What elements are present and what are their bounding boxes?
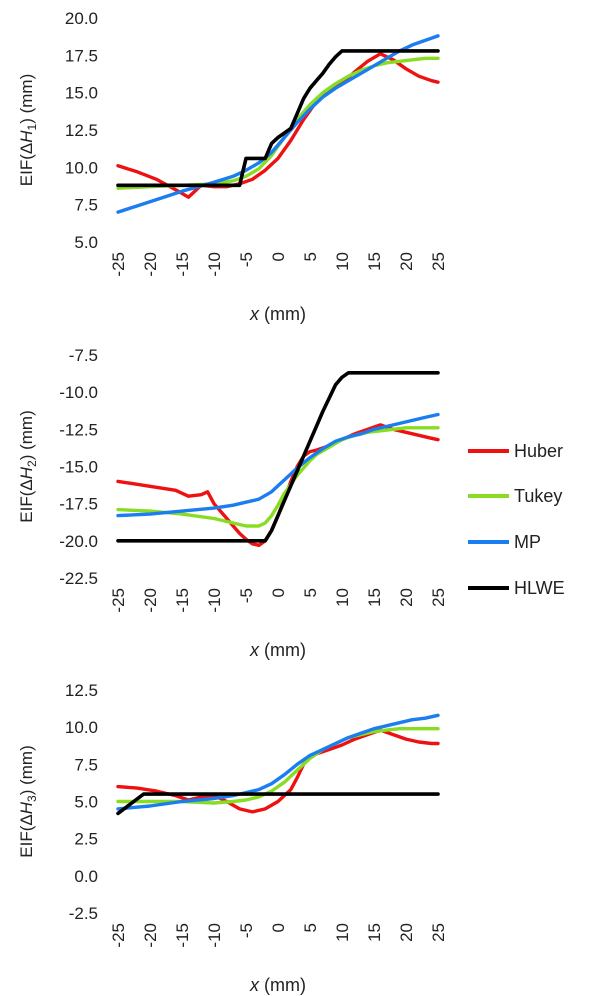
x-tick-label: 5 — [301, 252, 320, 261]
x-tick-label: 15 — [365, 923, 384, 942]
y-tick-label: 2.5 — [74, 830, 98, 849]
x-tick-label: -15 — [173, 252, 192, 277]
series-line-tukey — [116, 56, 440, 190]
y-tick-label: 20.0 — [65, 9, 98, 28]
legend-label-huber: Huber — [514, 441, 563, 461]
x-tick-label: 10 — [333, 923, 352, 942]
x-tick-label: 25 — [429, 588, 448, 607]
chart-2: -22.5 -20.0 -17.5 -15.0 -12.5 -10.0 -7.5 EIF(ΔH… — [17, 346, 448, 660]
legend-label-tukey: Tukey — [514, 486, 562, 506]
x-tick-label: 10 — [333, 588, 352, 607]
y-tick-label: -7.5 — [69, 346, 98, 365]
chart-3: -2.5 0.0 2.5 5.0 7.5 10.0 12.5 EIF(ΔH3) (mm) -25… — [17, 681, 448, 995]
x-tick-label: -20 — [141, 252, 160, 277]
x-axis-label: x (mm) — [249, 975, 306, 995]
x-tick-label: 10 — [333, 252, 352, 271]
series-line-hlwe — [116, 370, 440, 543]
series-line-mp — [116, 713, 440, 811]
x-axis-label: x (mm) — [249, 640, 306, 660]
series-line-huber — [116, 52, 440, 199]
y-tick-label: 5.0 — [74, 233, 98, 252]
x-tick-label: -5 — [237, 252, 256, 267]
x-tick-label: -10 — [205, 588, 224, 613]
x-tick-label: -10 — [205, 252, 224, 277]
y-tick-label: -10.0 — [59, 383, 98, 402]
legend-label-mp: MP — [514, 532, 541, 552]
y-tick-label: 7.5 — [74, 196, 98, 215]
y-tick-label: 12.5 — [65, 121, 98, 140]
legend-label-hlwe: HLWE — [514, 578, 565, 598]
y-tick-label: 10.0 — [65, 718, 98, 737]
x-tick-label: 15 — [365, 252, 384, 271]
y-tick-label: -15.0 — [59, 458, 98, 477]
legend: Huber Tukey MP HLWE — [468, 441, 565, 598]
y-tick-label: -2.5 — [69, 904, 98, 923]
y-tick-label: 10.0 — [65, 158, 98, 177]
y-tick-label: -12.5 — [59, 420, 98, 439]
y-tick-label: 15.0 — [65, 84, 98, 103]
y-tick-label: -20.0 — [59, 532, 98, 551]
x-tick-label: 20 — [397, 252, 416, 271]
y-axis-label: EIF(ΔH2) (mm) — [17, 410, 39, 522]
series-line-mp — [116, 34, 440, 214]
series-line-hlwe — [116, 49, 440, 188]
x-tick-label: -20 — [141, 588, 160, 613]
x-tick-label: -25 — [109, 588, 128, 613]
x-tick-label: -5 — [237, 923, 256, 938]
x-tick-label: 5 — [301, 923, 320, 932]
x-tick-label: 0 — [269, 588, 288, 597]
x-tick-label: 0 — [269, 923, 288, 932]
y-axis-label: EIF(ΔH1) (mm) — [17, 74, 39, 186]
y-tick-label: 7.5 — [74, 755, 98, 774]
y-tick-label: 17.5 — [65, 46, 98, 65]
y-tick-label: 5.0 — [74, 793, 98, 812]
y-tick-label: 12.5 — [65, 681, 98, 700]
y-tick-label: -22.5 — [59, 569, 98, 588]
series-line-hlwe — [116, 792, 440, 816]
x-tick-label: -10 — [205, 923, 224, 948]
x-tick-label: 0 — [269, 252, 288, 261]
x-tick-label: 15 — [365, 588, 384, 607]
x-tick-label: -15 — [173, 923, 192, 948]
x-tick-label: 20 — [397, 588, 416, 607]
x-tick-label: -25 — [109, 252, 128, 277]
y-axis-label: EIF(ΔH3) (mm) — [17, 745, 39, 857]
y-tick-label: 0.0 — [74, 867, 98, 886]
x-tick-label: 5 — [301, 588, 320, 597]
x-tick-label: -5 — [237, 588, 256, 603]
x-tick-label: 20 — [397, 923, 416, 942]
y-tick-label: -17.5 — [59, 495, 98, 514]
series-line-huber — [116, 728, 440, 814]
x-tick-label: 25 — [429, 252, 448, 271]
x-tick-label: -25 — [109, 923, 128, 948]
x-tick-label: -15 — [173, 588, 192, 613]
x-axis-label: x (mm) — [249, 304, 306, 324]
chart-1: 5.0 7.5 10.0 12.5 15.0 17.5 20.0 EIF(ΔH1) (mm) -… — [17, 9, 448, 324]
series-line-tukey — [116, 727, 440, 805]
x-tick-label: 25 — [429, 923, 448, 942]
series-line-mp — [116, 412, 440, 518]
x-tick-label: -20 — [141, 923, 160, 948]
